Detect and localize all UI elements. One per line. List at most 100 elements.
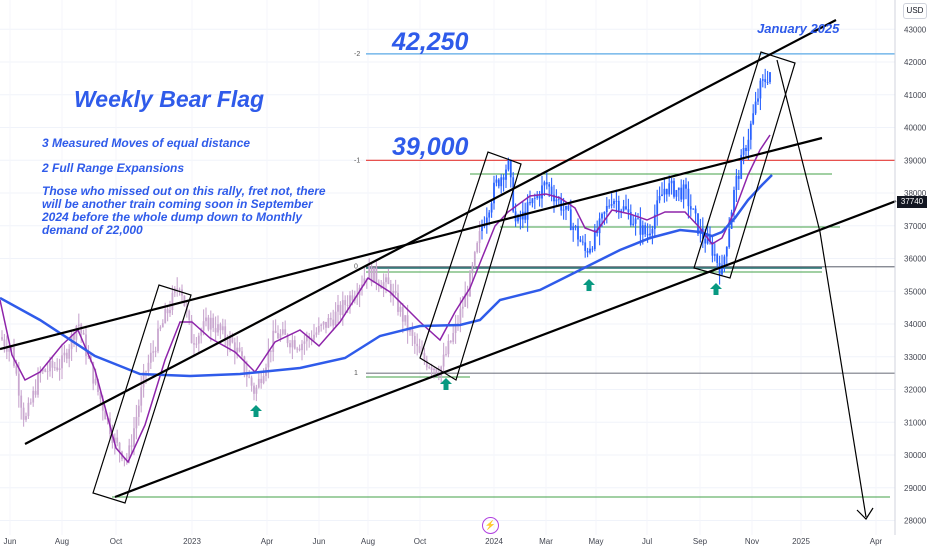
price-candle-body <box>320 324 323 326</box>
price-candle-body <box>231 337 234 343</box>
price-candle-body <box>553 194 555 202</box>
price-candle-body <box>260 378 263 384</box>
price-candle-body <box>625 206 627 210</box>
price-candle-body <box>445 354 447 355</box>
price-candle-body <box>77 324 80 327</box>
y-tick-label: 31000 <box>904 418 927 427</box>
price-candle-body <box>315 332 318 335</box>
price-candle-body <box>543 182 546 186</box>
price-candle-body <box>58 368 61 370</box>
price-candle-body <box>536 194 539 198</box>
y-tick-label: 40000 <box>904 124 927 133</box>
price-candle-body <box>341 300 344 316</box>
price-candle-body <box>13 347 15 366</box>
price-candle-body <box>20 395 23 408</box>
price-candle-body <box>697 213 699 234</box>
price-candle-body <box>574 226 577 227</box>
price-candle-body <box>188 310 191 320</box>
price-candle-body <box>322 321 325 325</box>
price-candle-body <box>579 239 582 242</box>
range-expansion-box <box>92 284 192 504</box>
price-candle-body <box>413 335 416 344</box>
fast-moving-average <box>0 134 771 464</box>
price-candle-body <box>334 311 337 326</box>
price-candle-body <box>709 235 711 242</box>
price-candle-body <box>704 238 707 244</box>
x-tick-label: Apr <box>261 537 274 546</box>
price-candle-body <box>387 277 390 285</box>
price-candle-body <box>689 206 692 210</box>
price-candle-body <box>634 218 637 224</box>
price-candle-body <box>725 246 728 257</box>
price-candle-body <box>368 266 371 280</box>
price-candle-body <box>733 190 735 213</box>
price-candle-body <box>488 212 491 218</box>
price-candle-body <box>637 218 639 220</box>
price-candle-body <box>749 123 752 140</box>
price-candle-body <box>125 457 128 459</box>
price-candle-body <box>154 351 157 353</box>
tradingview-logo-icon[interactable]: ⚡ <box>482 517 499 534</box>
price-candle-body <box>195 343 198 345</box>
y-tick-label: 36000 <box>904 255 927 264</box>
price-candle-body <box>219 324 222 331</box>
price-candle-body <box>418 346 421 353</box>
price-candle-body <box>65 352 68 359</box>
price-candle-body <box>687 188 690 207</box>
price-candle-body <box>8 348 11 352</box>
price-candle-body <box>721 264 723 275</box>
price-candle-body <box>293 340 296 349</box>
price-candle-body <box>176 288 179 290</box>
price-candle-body <box>284 329 287 335</box>
price-candle-body <box>483 225 486 227</box>
price-candle-body <box>589 248 591 253</box>
price-candle-body <box>193 343 195 345</box>
price-candle-body <box>457 323 459 325</box>
price-candle-body <box>61 355 63 369</box>
price-candle-body <box>279 333 282 339</box>
price-candle-body <box>5 346 8 352</box>
price-candle-body <box>337 304 339 312</box>
x-tick-label: Nov <box>745 537 759 546</box>
price-candle-body <box>425 360 428 368</box>
price-candle-body <box>262 375 265 384</box>
price-candle-body <box>769 72 771 83</box>
price-candle-body <box>651 229 654 234</box>
price-candle-body <box>49 360 51 372</box>
price-candle-body <box>202 321 205 331</box>
currency-badge[interactable]: USD <box>903 3 927 19</box>
price-candle-body <box>241 351 243 357</box>
price-candle-body <box>22 407 25 420</box>
price-candle-body <box>409 329 411 332</box>
price-candle-body <box>325 321 327 328</box>
price-candle-body <box>622 206 625 211</box>
price-candle-body <box>740 154 743 179</box>
price-candle-body <box>759 80 762 99</box>
price-candle-body <box>142 371 145 388</box>
price-candle-body <box>584 242 587 251</box>
price-candle-body <box>658 196 661 201</box>
price-candle-body <box>692 208 695 210</box>
x-tick-label: 2025 <box>792 537 810 546</box>
price-candle-body <box>305 336 308 342</box>
price-candle-body <box>200 330 203 336</box>
price-candle-body <box>502 177 505 180</box>
price-candle-body <box>617 200 620 213</box>
price-candle-body <box>346 305 349 306</box>
price-candle-body <box>197 335 200 344</box>
y-tick-label: 43000 <box>904 25 927 34</box>
y-tick-label: 32000 <box>904 386 927 395</box>
price-candle-body <box>56 367 59 370</box>
price-candle-body <box>171 292 174 311</box>
fib-level-label: -1 <box>354 157 360 164</box>
price-candle-body <box>329 317 332 320</box>
price-candle-body <box>538 194 541 199</box>
y-tick-label: 33000 <box>904 353 927 362</box>
price-candle-body <box>680 187 683 200</box>
price-candle-body <box>649 233 651 236</box>
price-candle-body <box>92 361 95 384</box>
price-candle-body <box>226 339 229 346</box>
price-candle-body <box>159 327 162 329</box>
